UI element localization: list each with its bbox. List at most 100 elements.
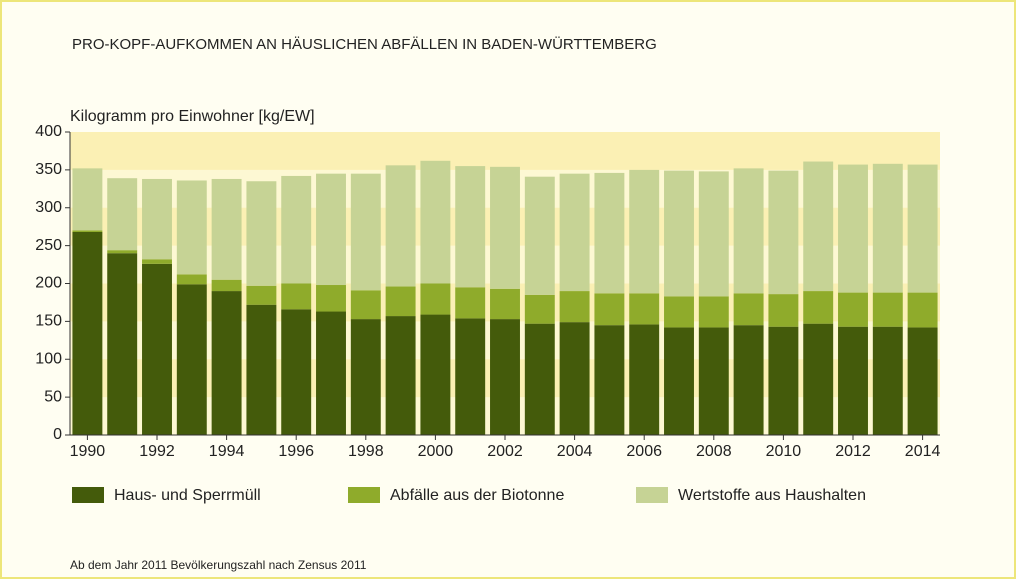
bar-segment (838, 326, 868, 435)
bar-segment (420, 283, 451, 315)
bar-segment (768, 326, 799, 435)
bar-segment (107, 253, 138, 435)
bar-segment (664, 170, 694, 297)
legend-label: Haus- und Sperrmüll (114, 487, 261, 504)
bar-segment (490, 319, 520, 435)
bar-segment (455, 318, 486, 435)
bar-segment (316, 285, 346, 312)
x-tick-label: 2014 (905, 443, 941, 460)
bar-segment (768, 170, 799, 295)
bar-segment (281, 283, 312, 310)
y-tick-label: 0 (53, 426, 62, 443)
legend-swatch (348, 487, 380, 503)
x-tick-label: 2008 (696, 443, 732, 460)
bar-segment (176, 274, 207, 285)
chart-title: PRO-KOPF-AUFKOMMEN AN HÄUSLICHEN ABFÄLLE… (72, 35, 657, 53)
y-tick-label: 200 (35, 275, 62, 292)
x-tick-label: 2002 (487, 443, 523, 460)
x-tick-label: 2010 (766, 443, 802, 460)
bar-segment (385, 165, 416, 287)
bar-segment (142, 178, 172, 260)
bar-segment (629, 169, 660, 294)
bar-segment (559, 291, 590, 323)
x-tick-label: 1996 (278, 443, 314, 460)
bar-segment (594, 293, 625, 326)
bar-segment (698, 327, 729, 435)
bar-segment (733, 325, 764, 435)
bar-segment (907, 327, 938, 435)
x-tick-label: 2000 (418, 443, 454, 460)
legend-swatch (72, 487, 104, 503)
y-tick-label: 150 (35, 313, 62, 330)
x-tick-label: 2012 (835, 443, 871, 460)
bar-segment (524, 176, 555, 295)
bar-segment (872, 292, 903, 327)
grid-band (70, 132, 940, 170)
bar-segment (907, 164, 938, 293)
y-tick-label: 300 (35, 199, 62, 216)
bar-segment (733, 293, 764, 326)
bar-segment (350, 173, 381, 291)
bar-segment (176, 284, 207, 435)
bar-segment (385, 316, 416, 435)
bar-segment (420, 314, 451, 435)
bar-segment (72, 168, 103, 231)
y-tick-label: 50 (44, 388, 62, 405)
bar-segment (72, 230, 103, 232)
bar-segment (559, 322, 590, 435)
bar-segment (838, 292, 868, 327)
bar-segment (698, 296, 729, 328)
bar-segment (211, 279, 242, 292)
y-axis-label: Kilogramm pro Einwohner [kg/EW] (70, 108, 315, 125)
bar-segment (594, 172, 625, 294)
bar-segment (107, 178, 138, 251)
bar-segment (246, 304, 277, 435)
bar-segment (838, 164, 868, 293)
bar-segment (524, 294, 555, 324)
bar-segment (733, 168, 764, 294)
bar-segment (72, 231, 103, 435)
bar-segment (698, 171, 729, 297)
y-tick-label: 100 (35, 350, 62, 367)
bar-segment (629, 324, 660, 435)
bar-segment (281, 309, 312, 435)
bar-segment (350, 290, 381, 320)
x-tick-label: 1992 (139, 443, 175, 460)
bar-segment (524, 323, 555, 435)
bar-segment (803, 161, 834, 292)
x-tick-label: 1998 (348, 443, 384, 460)
bar-segment (664, 296, 694, 328)
footnote: Ab dem Jahr 2011 Bevölkerungszahl nach Z… (70, 558, 367, 572)
bar-segment (420, 160, 451, 284)
bar-segment (907, 292, 938, 328)
bar-segment (490, 166, 520, 289)
bar-segment (142, 263, 172, 435)
x-tick-label: 2004 (557, 443, 593, 460)
bar-segment (872, 163, 903, 293)
bar-segment (211, 178, 242, 280)
y-tick-label: 250 (35, 237, 62, 254)
bar-segment (455, 166, 486, 288)
bar-segment (872, 326, 903, 435)
bar-segment (455, 287, 486, 319)
bar-segment (803, 323, 834, 435)
bar-segment (316, 311, 346, 435)
bar-segment (768, 294, 799, 327)
x-tick-label: 1994 (209, 443, 245, 460)
bar-segment (350, 319, 381, 435)
bar-segment (629, 293, 660, 325)
bar-segment (385, 286, 416, 317)
bar-segment (142, 259, 172, 264)
bar-segment (316, 173, 346, 286)
legend-label: Wertstoffe aus Haushalten (678, 487, 866, 504)
bar-segment (803, 291, 834, 324)
legend-swatch (636, 487, 668, 503)
bar-segment (490, 288, 520, 320)
x-tick-label: 2006 (626, 443, 662, 460)
bar-segment (246, 181, 277, 286)
legend-label: Abfälle aus der Biotonne (390, 487, 564, 504)
bar-segment (281, 175, 312, 284)
bar-segment (107, 250, 138, 254)
bar-segment (246, 285, 277, 305)
